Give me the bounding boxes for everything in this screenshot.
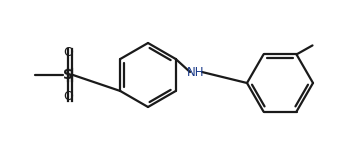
Text: O: O xyxy=(63,46,73,60)
Text: NH: NH xyxy=(187,66,205,78)
Text: O: O xyxy=(63,91,73,104)
Text: S: S xyxy=(63,68,73,82)
